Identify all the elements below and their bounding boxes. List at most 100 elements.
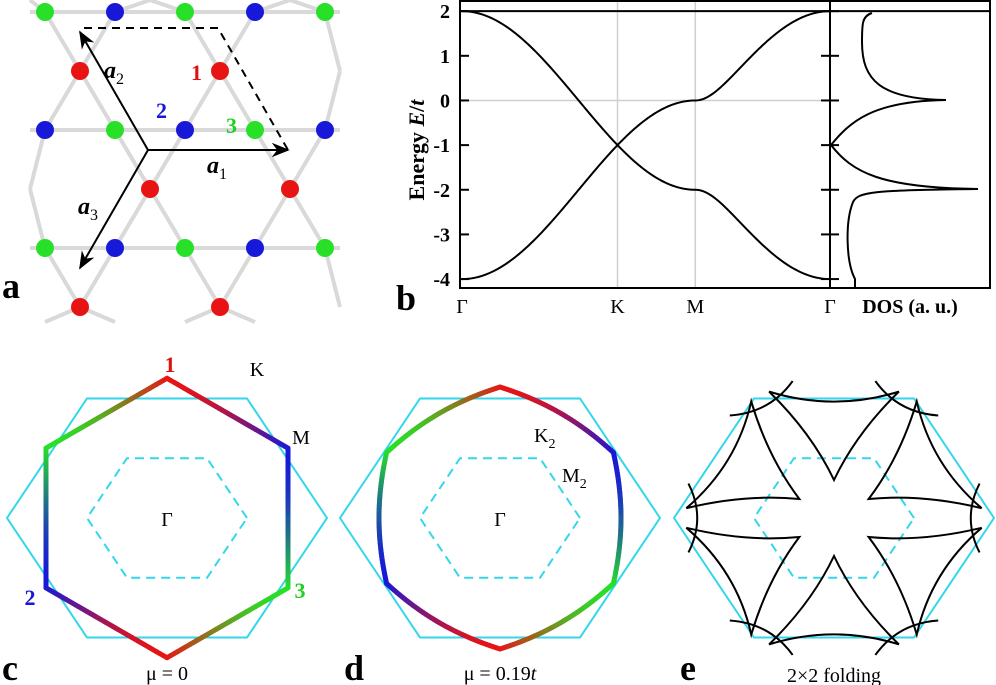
- x-tick-label: M: [686, 296, 704, 318]
- panel-b: -4 -3 -2 -1 0 1 2 Γ K M Γ: [433, 0, 991, 318]
- y-tick-label: 0: [440, 90, 450, 112]
- panel-c: [5, 375, 329, 661]
- y-tick-label: -3: [433, 224, 450, 246]
- dos-frame: [829, 0, 991, 289]
- y-tick-label: 2: [440, 1, 450, 23]
- site: [106, 239, 124, 257]
- folded-contour: [866, 526, 983, 639]
- band: [461, 143, 831, 281]
- x-tick-label: Γ: [824, 296, 836, 318]
- caption-part: μ = 0.19: [464, 663, 531, 685]
- bond: [288, 128, 327, 191]
- corner-label: 1: [165, 352, 176, 377]
- site-label: 1: [191, 60, 202, 85]
- bond: [148, 128, 187, 191]
- folded-contour: [768, 390, 900, 483]
- bond: [323, 11, 342, 72]
- folded-contour: [874, 380, 939, 417]
- bond: [218, 69, 257, 132]
- site-label: 2: [156, 98, 167, 123]
- site: [246, 3, 264, 21]
- labels: a 1 2 3 a1 a2 a3 b Energy E/t DOS (a. u.…: [2, 58, 958, 685]
- point-index: 2: [548, 437, 555, 452]
- bond: [148, 187, 187, 250]
- folded-contour: [866, 397, 983, 510]
- panel-letter: d: [344, 648, 364, 685]
- panel-e: [672, 380, 996, 656]
- x-tick-label: Γ: [456, 296, 468, 318]
- bz-outer: [338, 397, 662, 639]
- panel-a: [28, 0, 342, 324]
- y-label-part: /: [404, 105, 429, 113]
- panel-letter: b: [396, 278, 416, 318]
- bz-inner: [752, 457, 916, 579]
- point-name: K: [534, 425, 549, 447]
- vector-name: a: [207, 153, 219, 179]
- panel-letter: c: [2, 648, 18, 685]
- y-label-part: t: [404, 99, 429, 106]
- bond: [28, 188, 47, 249]
- point-label: Γ: [161, 509, 173, 531]
- vector-label: a1: [207, 153, 227, 183]
- y-axis-label: Energy E/t: [404, 99, 429, 201]
- point-label: Γ: [494, 509, 506, 531]
- bond: [183, 69, 222, 132]
- folded-contour: [874, 619, 939, 656]
- y-tick-label: 1: [440, 46, 450, 68]
- bond: [43, 69, 82, 132]
- cell-outline: [84, 27, 289, 151]
- point-name: M: [562, 465, 580, 487]
- panel-letter: e: [680, 648, 696, 685]
- bz-outer: [5, 397, 329, 639]
- bond: [113, 187, 152, 250]
- bond: [113, 128, 152, 191]
- bond: [218, 10, 257, 73]
- corner-label: 3: [295, 578, 306, 603]
- panel-letter: a: [2, 266, 20, 306]
- bond: [253, 128, 292, 191]
- y-label-part: E: [404, 112, 429, 128]
- bond: [288, 187, 327, 250]
- bond: [323, 70, 342, 131]
- dos-label: DOS (a. u.): [862, 296, 958, 318]
- bond: [78, 246, 117, 309]
- bz-outer: [672, 397, 996, 639]
- bz-inner: [85, 457, 249, 579]
- site: [246, 239, 264, 257]
- bond: [28, 129, 47, 190]
- folded-contour: [969, 483, 981, 553]
- point-label: M2: [562, 465, 587, 492]
- site: [316, 121, 334, 139]
- caption: μ = 0: [146, 663, 188, 685]
- bond: [253, 187, 292, 250]
- vector-index: 2: [116, 71, 124, 88]
- folded-contour: [685, 397, 802, 510]
- vector-name: a: [78, 194, 90, 220]
- site: [36, 3, 54, 21]
- site: [211, 298, 229, 316]
- bond: [218, 246, 257, 309]
- folded-contour: [768, 553, 900, 646]
- site: [71, 298, 89, 316]
- bond: [323, 247, 342, 308]
- site: [141, 180, 159, 198]
- site: [36, 239, 54, 257]
- bond: [183, 246, 222, 309]
- dos-curve: [830, 12, 979, 288]
- point-label: K2: [534, 425, 555, 452]
- folded-contour: [729, 380, 794, 417]
- corner-label: 2: [25, 585, 36, 610]
- site: [36, 121, 54, 139]
- y-tick-label: -4: [433, 269, 450, 291]
- folded-contour: [729, 619, 794, 656]
- vector-label: a2: [104, 58, 124, 88]
- lattice-vector: [79, 149, 149, 270]
- point-label: M: [292, 427, 310, 449]
- site: [316, 3, 334, 21]
- bond: [78, 10, 117, 73]
- bond: [183, 10, 222, 73]
- site: [211, 62, 229, 80]
- caption-part: t: [531, 663, 537, 685]
- point-index: 2: [580, 477, 587, 492]
